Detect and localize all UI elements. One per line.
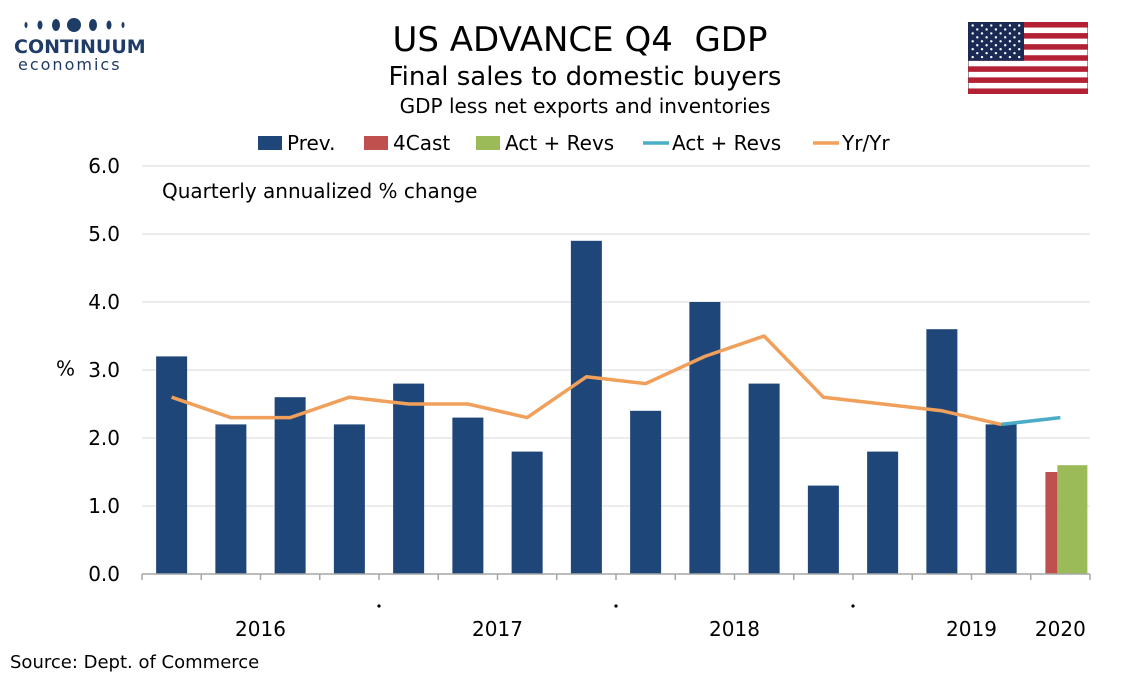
bar [867,451,899,574]
bar [511,451,543,574]
legend-label: 4Cast [393,131,450,155]
y-tick-label: 3.0 [88,358,120,382]
year-separator [851,604,855,608]
bar [274,397,306,574]
y-tick-label: 2.0 [88,426,120,450]
us-flag-icon [968,22,1088,94]
continuum-dots-icon [24,18,125,32]
logo-subtext: economics [18,55,122,74]
chart-subtitle-secondary: GDP less net exports and inventories [399,94,771,118]
series-line [1000,415,1061,427]
legend-swatch [258,136,282,150]
chart-annotation: Quarterly annualized % change [162,179,478,203]
bar [215,424,247,574]
bar [807,485,839,574]
legend-label: Act + Revs [505,131,614,155]
y-tick-label: 5.0 [88,222,120,246]
bar [452,417,484,574]
x-year-label: 2017 [472,617,523,641]
bar [570,240,602,575]
chart-title: US ADVANCE Q4 GDP [392,20,768,60]
bar [630,410,662,574]
bar [985,424,1017,574]
bar [689,302,721,574]
bar [156,356,188,574]
bar [1057,465,1088,574]
legend-label: Act + Revs [672,131,781,155]
y-tick-label: 6.0 [88,154,120,178]
logo-wordmark: CONTINUUM [14,36,146,58]
bar [393,383,425,574]
y-tick-label: 1.0 [88,494,120,518]
bar [333,424,365,574]
year-separator [614,604,618,608]
y-tick-label: 0.0 [88,562,120,586]
legend-swatch [476,136,500,150]
x-year-label: 2019 [946,617,997,641]
bar [748,383,780,574]
legend-label: Yr/Yr [841,131,890,155]
y-axis-label: % [56,356,75,380]
y-tick-label: 4.0 [88,290,120,314]
bar [926,329,958,574]
x-year-label: 2020 [1035,617,1086,641]
legend-label: Prev. [287,131,335,155]
source-note: Source: Dept. of Commerce [10,652,260,673]
x-year-label: 2018 [709,617,760,641]
legend-swatch [364,136,388,150]
chart-subtitle: Final sales to domestic buyers [388,62,782,92]
bar [1045,472,1058,574]
series-line [171,334,1002,427]
year-separator [377,604,381,608]
x-year-label: 2016 [235,617,286,641]
